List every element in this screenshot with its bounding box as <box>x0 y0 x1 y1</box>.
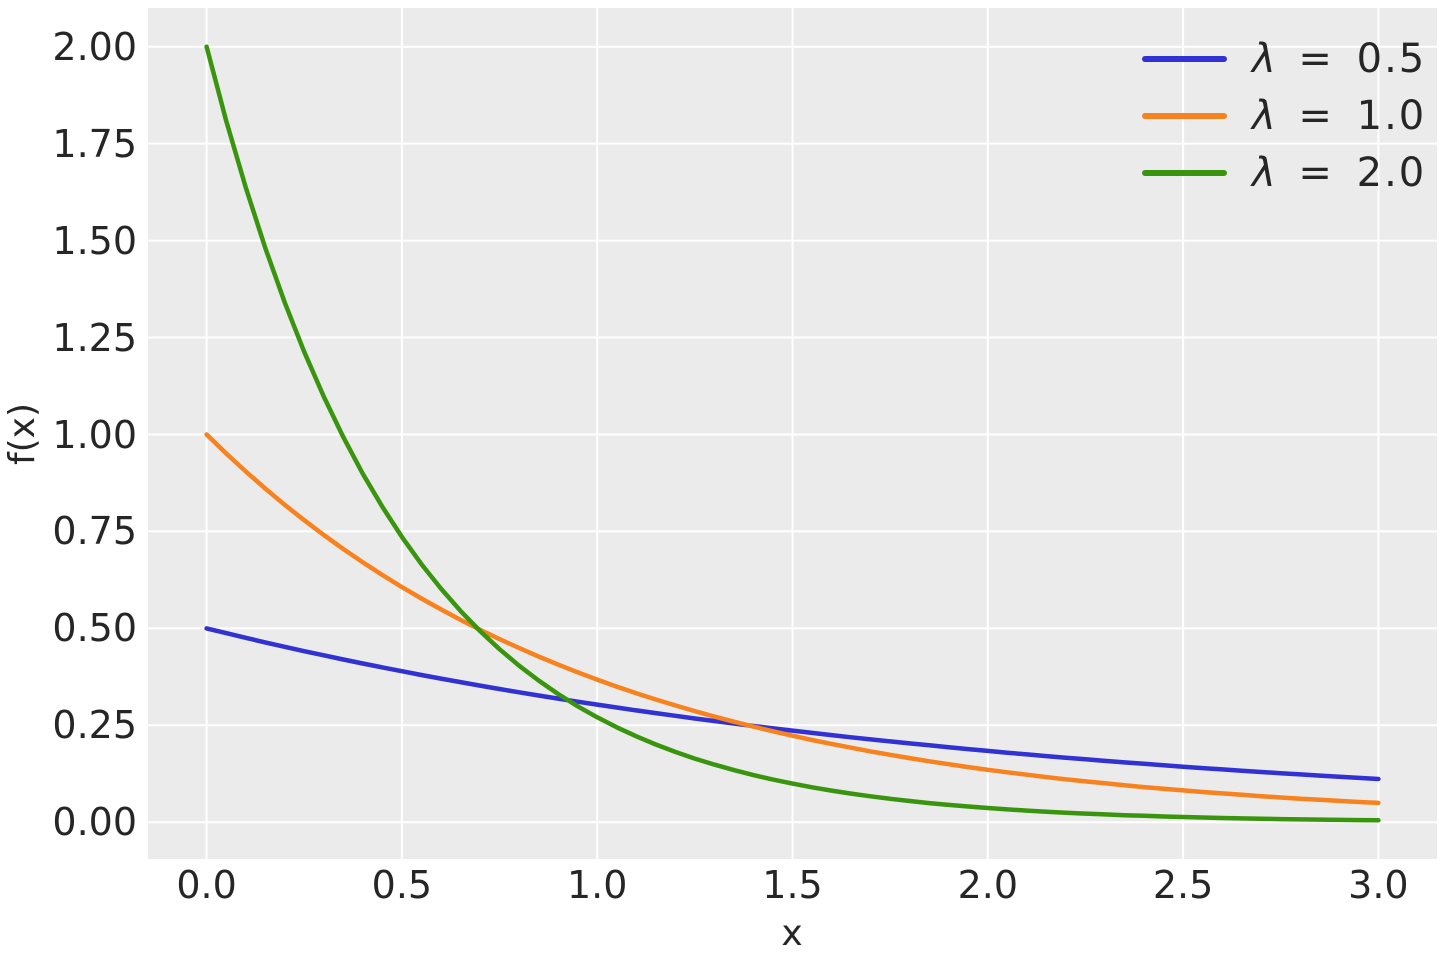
legend-label-0: λ = 0.5 <box>1252 39 1426 79</box>
y-tick-label-0.00: 0.00 <box>52 800 137 845</box>
lambda-symbol: λ <box>1252 36 1276 82</box>
y-tick-label-1.00: 1.00 <box>52 412 137 457</box>
series-line-1 <box>204 432 1381 806</box>
legend-item-2: λ = 2.0 <box>1142 147 1426 199</box>
x-tick-label-1.0: 1.0 <box>566 863 628 907</box>
x-tick-label-0.0: 0.0 <box>176 863 237 907</box>
x-axis-label: x <box>781 913 803 954</box>
legend-value-text: = 2.0 <box>1275 150 1427 196</box>
x-tick-label-2.5: 2.5 <box>1152 863 1214 907</box>
y-tick-label-0.50: 0.50 <box>52 606 137 651</box>
legend-label-1: λ = 1.0 <box>1252 96 1426 136</box>
legend-value-text: = 0.5 <box>1275 36 1427 82</box>
y-tick-label-1.50: 1.50 <box>52 218 137 263</box>
lambda-symbol: λ <box>1252 150 1276 196</box>
series-line-2 <box>204 44 1381 823</box>
x-tick-label-3.0: 3.0 <box>1348 863 1409 907</box>
y-axis-label: f(x) <box>2 402 43 466</box>
legend-item-0: λ = 0.5 <box>1142 33 1426 85</box>
legend-item-1: λ = 1.0 <box>1142 90 1426 142</box>
x-tick-label-1.5: 1.5 <box>762 863 823 907</box>
y-tick-label-0.25: 0.25 <box>52 703 137 748</box>
legend-label-2: λ = 2.0 <box>1252 153 1426 193</box>
series-line-0 <box>204 626 1381 782</box>
y-tick-label-1.75: 1.75 <box>52 121 137 166</box>
legend-value-text: = 1.0 <box>1275 93 1427 139</box>
x-tick-label-0.5: 0.5 <box>371 863 433 907</box>
legend-line-swatch-0 <box>1142 56 1227 62</box>
x-tick-label-2.0: 2.0 <box>957 863 1019 907</box>
y-tick-label-0.75: 0.75 <box>52 509 137 554</box>
y-tick-label-1.25: 1.25 <box>52 315 137 360</box>
y-tick-label-2.00: 2.00 <box>52 24 137 69</box>
legend-line-swatch-1 <box>1142 113 1227 119</box>
lambda-symbol: λ <box>1252 93 1276 139</box>
legend-line-swatch-2 <box>1142 170 1227 176</box>
